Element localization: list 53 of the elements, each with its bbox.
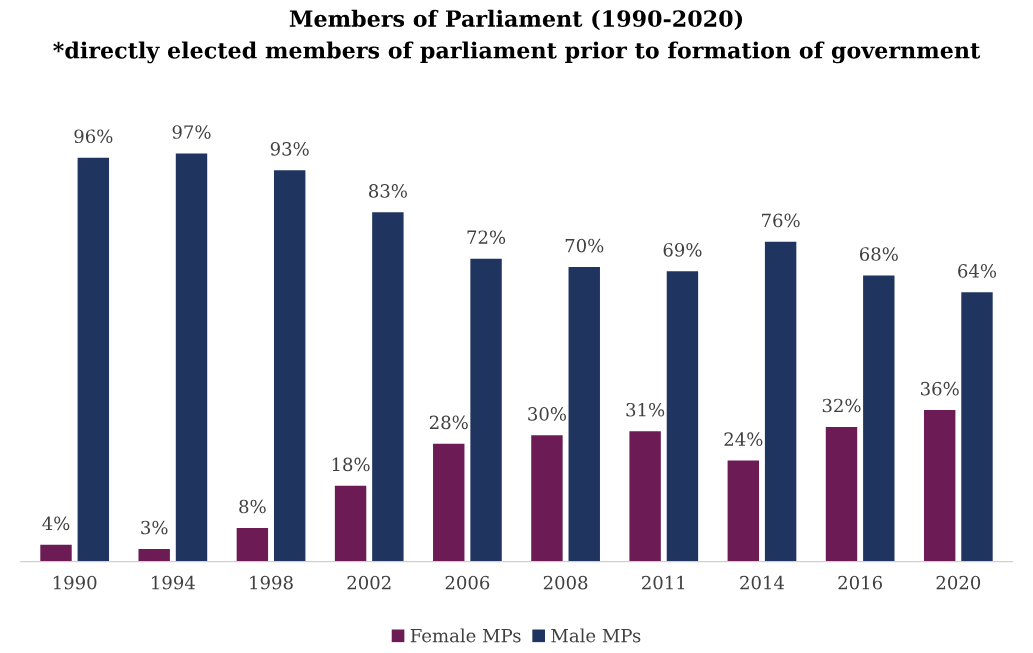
bar <box>372 212 404 562</box>
x-tick-label: 2006 <box>445 575 490 590</box>
bar <box>531 435 563 562</box>
bar <box>334 485 367 562</box>
bar <box>273 170 306 562</box>
data-label: 24% <box>724 432 763 446</box>
data-label: 83% <box>369 184 407 198</box>
bar <box>77 157 110 562</box>
data-label: 70% <box>565 238 604 253</box>
bar <box>629 431 661 562</box>
data-label: 32% <box>822 398 861 413</box>
x-tick-label: 1994 <box>152 575 195 590</box>
data-label: 97% <box>172 125 211 139</box>
bar <box>568 267 600 562</box>
data-label: 30% <box>528 407 567 421</box>
data-label: 64% <box>958 264 997 278</box>
data-label: 96% <box>74 129 113 144</box>
data-label: 72% <box>467 230 506 245</box>
bar <box>470 258 502 562</box>
x-tick-label: 2008 <box>543 575 588 590</box>
data-label: 36% <box>920 381 959 396</box>
bar <box>40 544 72 562</box>
data-label: 68% <box>859 247 898 261</box>
legend-label: Male MPs <box>551 628 641 643</box>
data-label: 69% <box>663 243 702 257</box>
bar <box>923 410 956 562</box>
bar <box>138 548 170 562</box>
data-label: 3% <box>141 520 168 535</box>
data-label: 28% <box>429 415 468 430</box>
bar <box>666 271 699 562</box>
x-tick-label: 2020 <box>936 575 981 590</box>
bar <box>175 153 208 562</box>
x-tick-label: 1990 <box>53 575 97 590</box>
x-tick-label: 2016 <box>838 575 882 590</box>
data-label: 8% <box>239 499 266 514</box>
data-label: 93% <box>270 142 309 156</box>
bar <box>825 426 858 562</box>
bar <box>961 292 993 562</box>
bar <box>236 527 269 562</box>
data-label: 76% <box>762 213 800 228</box>
bar <box>863 275 895 562</box>
x-tick-label: 2002 <box>347 575 391 590</box>
x-tick-label: 1998 <box>250 575 293 590</box>
chart-title: Members of Parliament (1990-2020) *directly elected members of parliament prior to formation of government <box>53 9 981 64</box>
x-tick-label: 2014 <box>740 575 785 590</box>
x-tick-label: 2011 <box>642 575 685 590</box>
bar <box>764 241 797 562</box>
data-label: 31% <box>626 402 665 417</box>
data-label: 18% <box>332 457 370 472</box>
bar <box>433 443 465 562</box>
data-label: 4% <box>42 516 70 531</box>
bar <box>727 460 760 562</box>
legend-label: Female MPs <box>410 628 521 643</box>
